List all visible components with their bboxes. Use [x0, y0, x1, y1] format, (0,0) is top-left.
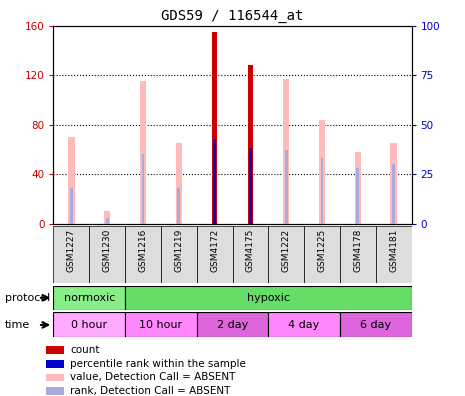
Text: rank, Detection Call = ABSENT: rank, Detection Call = ABSENT — [71, 386, 231, 396]
Bar — [46, 360, 64, 367]
Bar — [285, 150, 288, 224]
Text: percentile rank within the sample: percentile rank within the sample — [71, 359, 246, 369]
Bar — [283, 79, 289, 224]
Text: GSM4175: GSM4175 — [246, 228, 255, 272]
Bar — [46, 387, 64, 395]
Text: GSM1219: GSM1219 — [174, 228, 183, 272]
Text: GSM1216: GSM1216 — [139, 228, 147, 272]
Text: GSM1225: GSM1225 — [318, 228, 326, 272]
Bar — [268, 312, 340, 337]
Bar — [125, 312, 197, 337]
Bar — [53, 312, 125, 337]
Bar — [212, 32, 217, 224]
Bar — [53, 226, 89, 283]
Bar — [319, 120, 325, 224]
Text: GSM1222: GSM1222 — [282, 228, 291, 272]
Text: GSM4181: GSM4181 — [389, 228, 398, 272]
Text: 0 hour: 0 hour — [71, 320, 107, 330]
Bar — [213, 139, 216, 224]
Bar — [304, 226, 340, 283]
Bar — [141, 154, 145, 224]
Bar — [356, 168, 359, 224]
Bar — [46, 373, 64, 381]
Bar — [161, 226, 197, 283]
Text: GSM4172: GSM4172 — [210, 228, 219, 272]
Text: hypoxic: hypoxic — [247, 293, 290, 303]
Bar — [232, 226, 268, 283]
Bar — [249, 148, 252, 224]
Bar — [53, 286, 125, 310]
Text: 10 hour: 10 hour — [140, 320, 182, 330]
Bar — [197, 226, 232, 283]
Text: value, Detection Call = ABSENT: value, Detection Call = ABSENT — [71, 373, 236, 383]
Bar — [320, 158, 324, 224]
Bar — [89, 226, 125, 283]
Text: time: time — [5, 320, 30, 330]
Bar — [140, 82, 146, 224]
Bar — [268, 226, 304, 283]
Text: protocol: protocol — [5, 293, 50, 303]
Text: 4 day: 4 day — [288, 320, 320, 330]
Bar — [391, 143, 397, 224]
Title: GDS59 / 116544_at: GDS59 / 116544_at — [161, 10, 304, 23]
Bar — [177, 188, 180, 224]
Text: 6 day: 6 day — [360, 320, 391, 330]
Bar — [68, 137, 74, 224]
Text: GSM4178: GSM4178 — [353, 228, 362, 272]
Bar — [248, 65, 253, 224]
Bar — [376, 226, 412, 283]
Bar — [106, 218, 109, 224]
Bar — [355, 152, 361, 224]
Text: GSM1230: GSM1230 — [103, 228, 112, 272]
Text: GSM1227: GSM1227 — [67, 228, 76, 272]
Bar — [70, 188, 73, 224]
Bar — [197, 312, 268, 337]
Bar — [125, 286, 412, 310]
Bar — [46, 346, 64, 354]
Text: 2 day: 2 day — [217, 320, 248, 330]
Bar — [340, 226, 376, 283]
Bar — [340, 312, 412, 337]
Bar — [104, 211, 110, 224]
Bar — [392, 164, 395, 224]
Bar — [176, 143, 182, 224]
Text: count: count — [71, 345, 100, 355]
Text: normoxic: normoxic — [64, 293, 115, 303]
Bar — [125, 226, 161, 283]
